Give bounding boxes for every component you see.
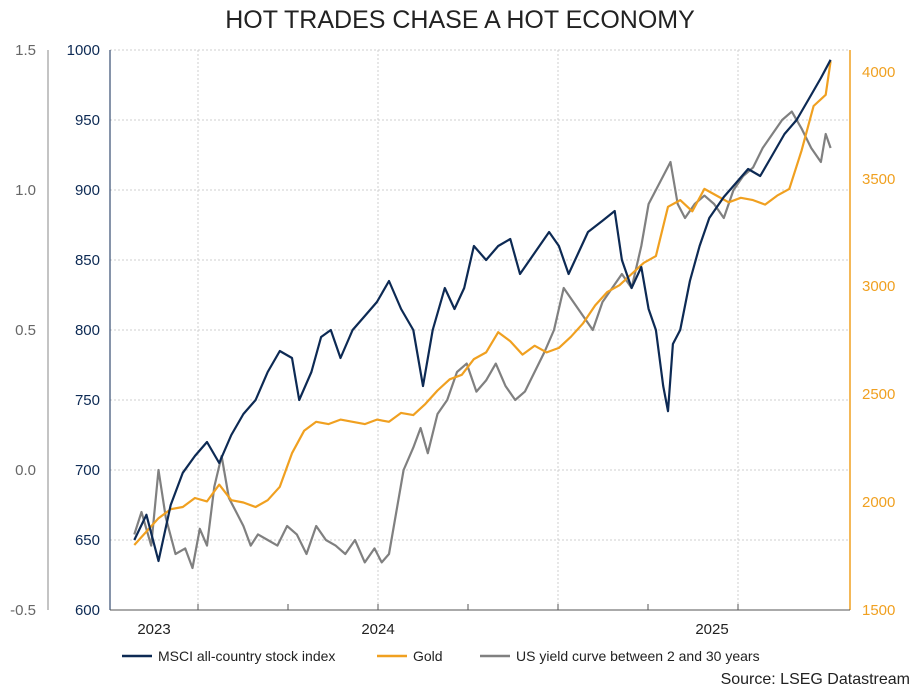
series-line-gold	[133, 61, 832, 546]
x-tick-2024: 2024	[361, 621, 394, 638]
right-tick-4000: 4000	[862, 64, 895, 81]
left-inner-tick-900: 900	[75, 182, 100, 199]
right-axis: 4000 3500 3000 2500 2000 1500	[862, 64, 895, 619]
left-inner-tick-700: 700	[75, 462, 100, 479]
legend-label-gold: Gold	[413, 648, 443, 664]
left-inner-tick-750: 750	[75, 392, 100, 409]
legend-label-yield-curve: US yield curve between 2 and 30 years	[516, 648, 760, 664]
left-inner-tick-850: 850	[75, 252, 100, 269]
legend: MSCI all-country stock index Gold US yie…	[122, 648, 760, 664]
x-tick-2025: 2025	[695, 621, 728, 638]
left-inner-tick-800: 800	[75, 322, 100, 339]
right-tick-2000: 2000	[862, 494, 895, 511]
left-outer-tick-minus-0.5: -0.5	[10, 602, 36, 619]
right-tick-3500: 3500	[862, 171, 895, 188]
left-outer-axis: 1.5 1.0 0.5 0.0 -0.5	[10, 42, 36, 619]
series-layer	[133, 59, 832, 570]
legend-label-msci: MSCI all-country stock index	[158, 648, 335, 664]
gridlines	[110, 49, 850, 610]
x-tick-2023: 2023	[137, 621, 170, 638]
left-inner-axis: 1000 950 900 850 800 750 700 650 600	[67, 42, 100, 619]
left-inner-tick-600: 600	[75, 602, 100, 619]
right-tick-2500: 2500	[862, 386, 895, 403]
left-outer-tick-1.5: 1.5	[15, 42, 36, 59]
chart-title: HOT TRADES CHASE A HOT ECONOMY	[225, 6, 695, 34]
left-inner-tick-950: 950	[75, 112, 100, 129]
left-outer-tick-1.0: 1.0	[15, 182, 36, 199]
right-tick-1500: 1500	[862, 602, 895, 619]
series-line-msci	[133, 59, 832, 563]
source-note: Source: LSEG Datastream	[721, 671, 910, 688]
left-inner-tick-1000: 1000	[67, 42, 100, 59]
x-axis: 2023 2024 2025	[137, 604, 739, 638]
axis-lines	[47, 50, 851, 611]
left-outer-tick-0.0: 0.0	[15, 462, 36, 479]
right-tick-3000: 3000	[862, 278, 895, 295]
left-inner-tick-650: 650	[75, 532, 100, 549]
series-line-yield-curve	[133, 110, 832, 570]
left-outer-tick-0.5: 0.5	[15, 322, 36, 339]
